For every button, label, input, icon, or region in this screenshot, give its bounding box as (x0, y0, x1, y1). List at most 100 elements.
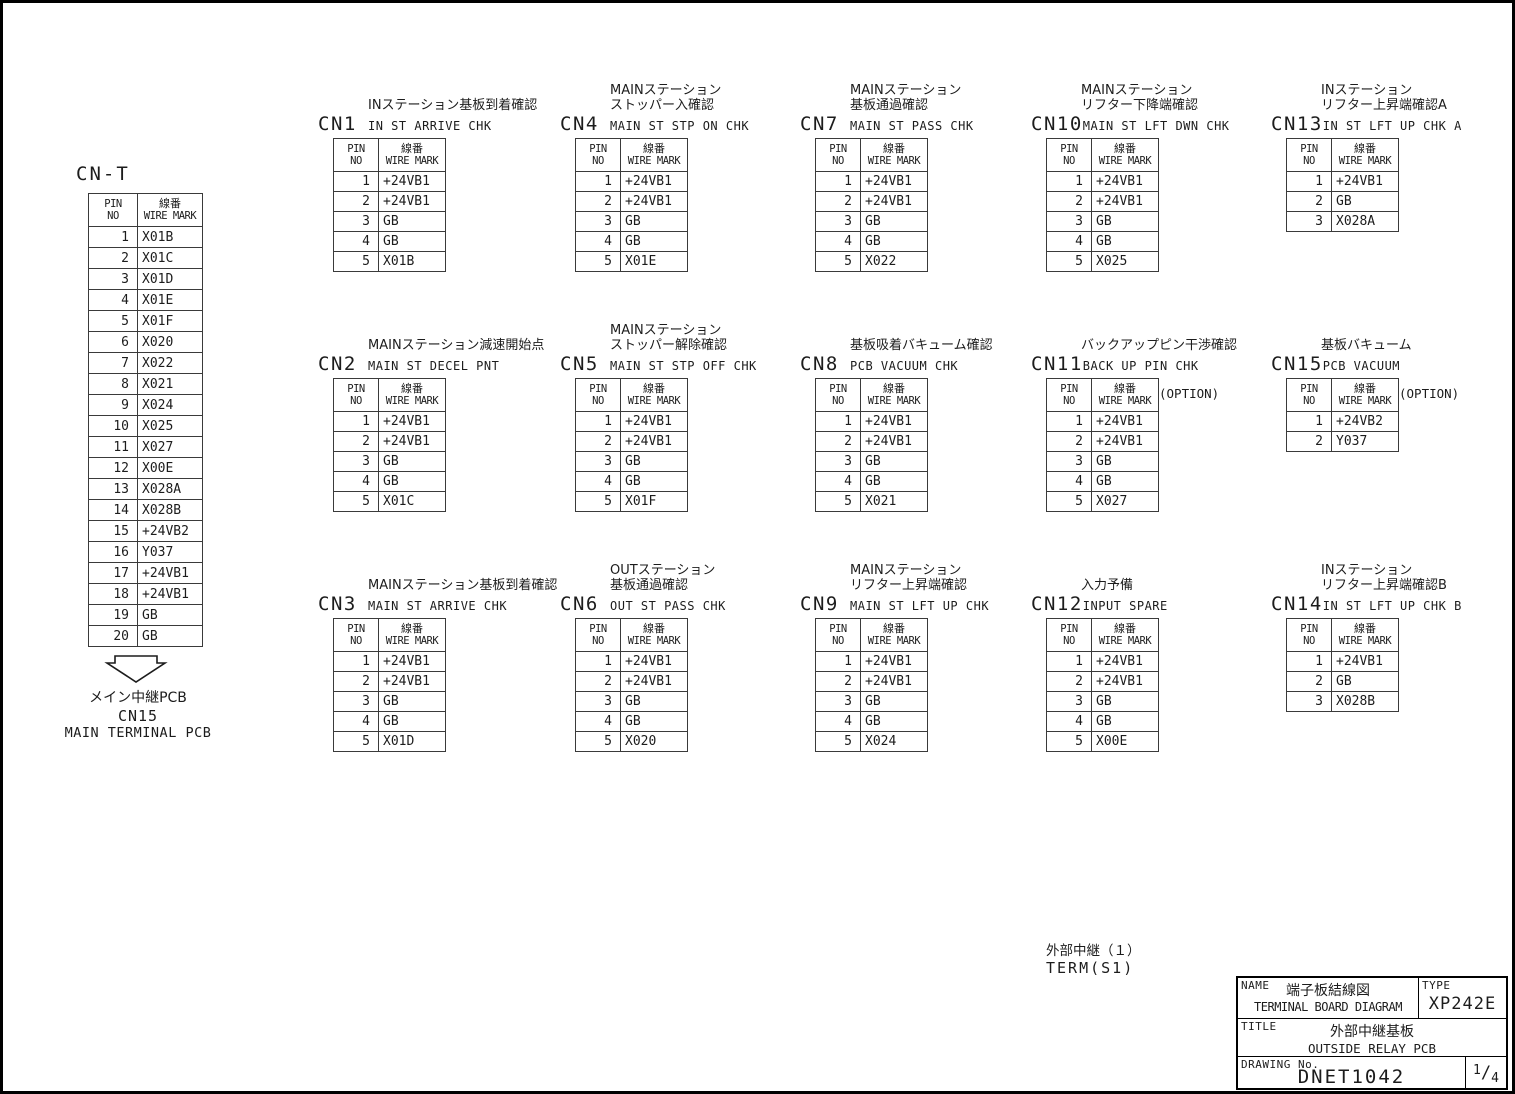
table-row: 2 +24VB1 (815, 431, 928, 452)
pin-no-cell: 2 (575, 431, 621, 452)
wire-mark-cell: +24VB1 (1091, 431, 1159, 452)
connector-id: CN14 (1271, 593, 1323, 615)
wire-mark-header: 線番 WIRE MARK (620, 378, 688, 412)
pin-no-cell: 4 (575, 471, 621, 492)
type-value: XP242E (1428, 994, 1497, 1014)
table-row: 1 +24VB1 (815, 411, 928, 432)
table-row: 2 GB (1286, 191, 1399, 212)
wire-mark-cell: +24VB1 (378, 651, 446, 672)
pin-no-cell: 3 (815, 451, 861, 472)
table-row: 18 +24VB1 (88, 583, 203, 605)
type-label: TYPE (1422, 979, 1451, 992)
connector-block: MAINステーション リフター下降端確認 CN10 MAIN ST LFT DWN… (1031, 83, 1261, 272)
connector-rows: 1 +24VB1 2 +24VB1 3 GB 4 GB 5 X01F (575, 411, 688, 512)
connector-block: MAINステーション 基板通過確認 CN7 MAIN ST PASS CHK PI… (800, 83, 1030, 272)
wire-mark-header: 線番 WIRE MARK (1091, 618, 1159, 652)
connector-block: MAINステーション ストッパー解除確認 CN5 MAIN ST STP OFF … (560, 323, 790, 512)
pin-no-cell: 2 (575, 671, 621, 692)
wire-mark-cell: +24VB1 (620, 171, 688, 192)
pin-no-cell: 5 (1046, 731, 1092, 752)
title-block-drawing-cell: DRAWING No. DNET1042 (1238, 1057, 1466, 1088)
connector-title-jp: INステーション リフター上昇端確認B (1321, 563, 1447, 593)
table-row: 4 X01E (88, 289, 203, 311)
connector-header: MAINステーション基板到着確認 CN3 MAIN ST ARRIVE CHK (318, 578, 578, 615)
wire-mark-cell: +24VB1 (860, 431, 928, 452)
table-row: 3 GB (333, 451, 446, 472)
connector-block: MAINステーション基板到着確認 CN3 MAIN ST ARRIVE CHK … (318, 578, 557, 752)
pin-no-cell: 3 (1286, 691, 1332, 712)
connector-rows: 1 +24VB2 2 Y037 (1286, 411, 1399, 452)
pin-no-cell: 1 (333, 651, 379, 672)
table-row: 2 +24VB1 (815, 671, 928, 692)
wire-mark-cell: +24VB1 (1091, 171, 1159, 192)
pin-no-cell: 4 (1046, 711, 1092, 732)
wire-mark-cell: X01C (137, 247, 203, 269)
pin-no-cell: 1 (815, 651, 861, 672)
wire-mark-cell: GB (620, 451, 688, 472)
pin-no-cell: 5 (575, 731, 621, 752)
wire-mark-cell: X022 (860, 251, 928, 272)
connector-block: 入力予備 CN12 INPUT SPARE PIN NO 線番 WIRE MAR… (1031, 578, 1261, 752)
pin-no-cell: 4 (575, 711, 621, 732)
table-row: 5 X01D (333, 731, 446, 752)
wire-mark-cell: GB (378, 231, 446, 252)
wire-mark-cell: GB (860, 211, 928, 232)
table-row: 16 Y037 (88, 541, 203, 563)
pin-no-cell: 6 (88, 331, 138, 353)
pin-no-header: PIN NO (88, 193, 138, 227)
wire-mark-cell: +24VB1 (860, 671, 928, 692)
connector-id: CN10 (1031, 113, 1083, 135)
pin-no-cell: 1 (815, 171, 861, 192)
name-jp: 端子板結線図 (1286, 983, 1370, 999)
pin-no-cell: 2 (815, 191, 861, 212)
connector-id: CN13 (1271, 113, 1323, 135)
pin-no-cell: 5 (575, 491, 621, 512)
table-row: 3 GB (575, 451, 688, 472)
connector-title-en: PCB VACUUM CHK (850, 359, 959, 373)
table-row: 1 +24VB1 (575, 651, 688, 672)
wire-mark-cell: GB (860, 451, 928, 472)
pin-no-cell: 1 (1046, 171, 1092, 192)
wire-mark-cell: +24VB1 (860, 651, 928, 672)
table-row: 3 GB (815, 451, 928, 472)
wire-mark-cell: +24VB1 (620, 191, 688, 212)
table-row: 4 GB (575, 711, 688, 732)
table-row: 5 X025 (1046, 251, 1159, 272)
cn-t-table: PIN NO 線番 WIRE MARK 1 X01B 2 X01C 3 X01D 4 X01E… (88, 193, 203, 647)
table-row: 1 +24VB1 (333, 411, 446, 432)
wire-mark-cell: X021 (137, 373, 203, 395)
pin-no-header: PIN NO (575, 138, 621, 172)
table-row: 15 +24VB2 (88, 520, 203, 542)
wire-mark-cell: GB (1091, 471, 1159, 492)
connector-pin-table: PIN NO 線番 WIRE MARK 1 +24VB1 2 +24VB1 3 GB 4 GB… (575, 378, 688, 512)
pin-no-cell: 3 (333, 211, 379, 232)
table-row: 1 +24VB1 (1046, 171, 1159, 192)
wire-mark-cell: GB (860, 471, 928, 492)
pin-no-cell: 2 (1286, 431, 1332, 452)
connector-header: INステーション基板到着確認 CN1 IN ST ARRIVE CHK (318, 98, 578, 135)
wire-mark-cell: GB (378, 471, 446, 492)
connector-rows: 1 +24VB1 2 +24VB1 3 GB 4 GB 5 X027 (1046, 411, 1159, 512)
pin-no-cell: 5 (815, 491, 861, 512)
wire-mark-cell: X024 (860, 731, 928, 752)
connector-title-en: IN ST LFT UP CHK B (1322, 599, 1462, 613)
connector-header: MAINステーション リフター上昇端確認 CN9 MAIN ST LFT UP C… (800, 563, 1060, 615)
pin-no-header: PIN NO (1046, 138, 1092, 172)
wire-mark-cell: +24VB1 (1331, 651, 1399, 672)
title-block-title-cell: TITLE 外部中継基板 OUTSIDE RELAY PCB (1238, 1019, 1506, 1056)
table-row: 4 GB (333, 711, 446, 732)
wire-mark-header: 線番 WIRE MARK (378, 138, 446, 172)
table-row: 3 GB (575, 691, 688, 712)
pin-no-cell: 2 (1286, 191, 1332, 212)
pin-no-cell: 4 (88, 289, 138, 311)
title-block: NAME 端子板結線図 TERMINAL BOARD DIAGRAM TYPE … (1236, 976, 1508, 1090)
table-row: 5 X022 (815, 251, 928, 272)
table-row: 3 GB (333, 211, 446, 232)
cn-t-table-block: PIN NO 線番 WIRE MARK 1 X01B 2 X01C 3 X01D 4 X01E… (88, 193, 203, 647)
table-row: 4 GB (1046, 471, 1159, 492)
connector-title-jp: バックアップピン干渉確認 (1081, 338, 1238, 353)
table-row: 10 X025 (88, 415, 203, 437)
wire-mark-cell: GB (137, 625, 203, 647)
connector-title-en: PCB VACUUM (1322, 359, 1401, 373)
wire-mark-cell: +24VB1 (1091, 191, 1159, 212)
